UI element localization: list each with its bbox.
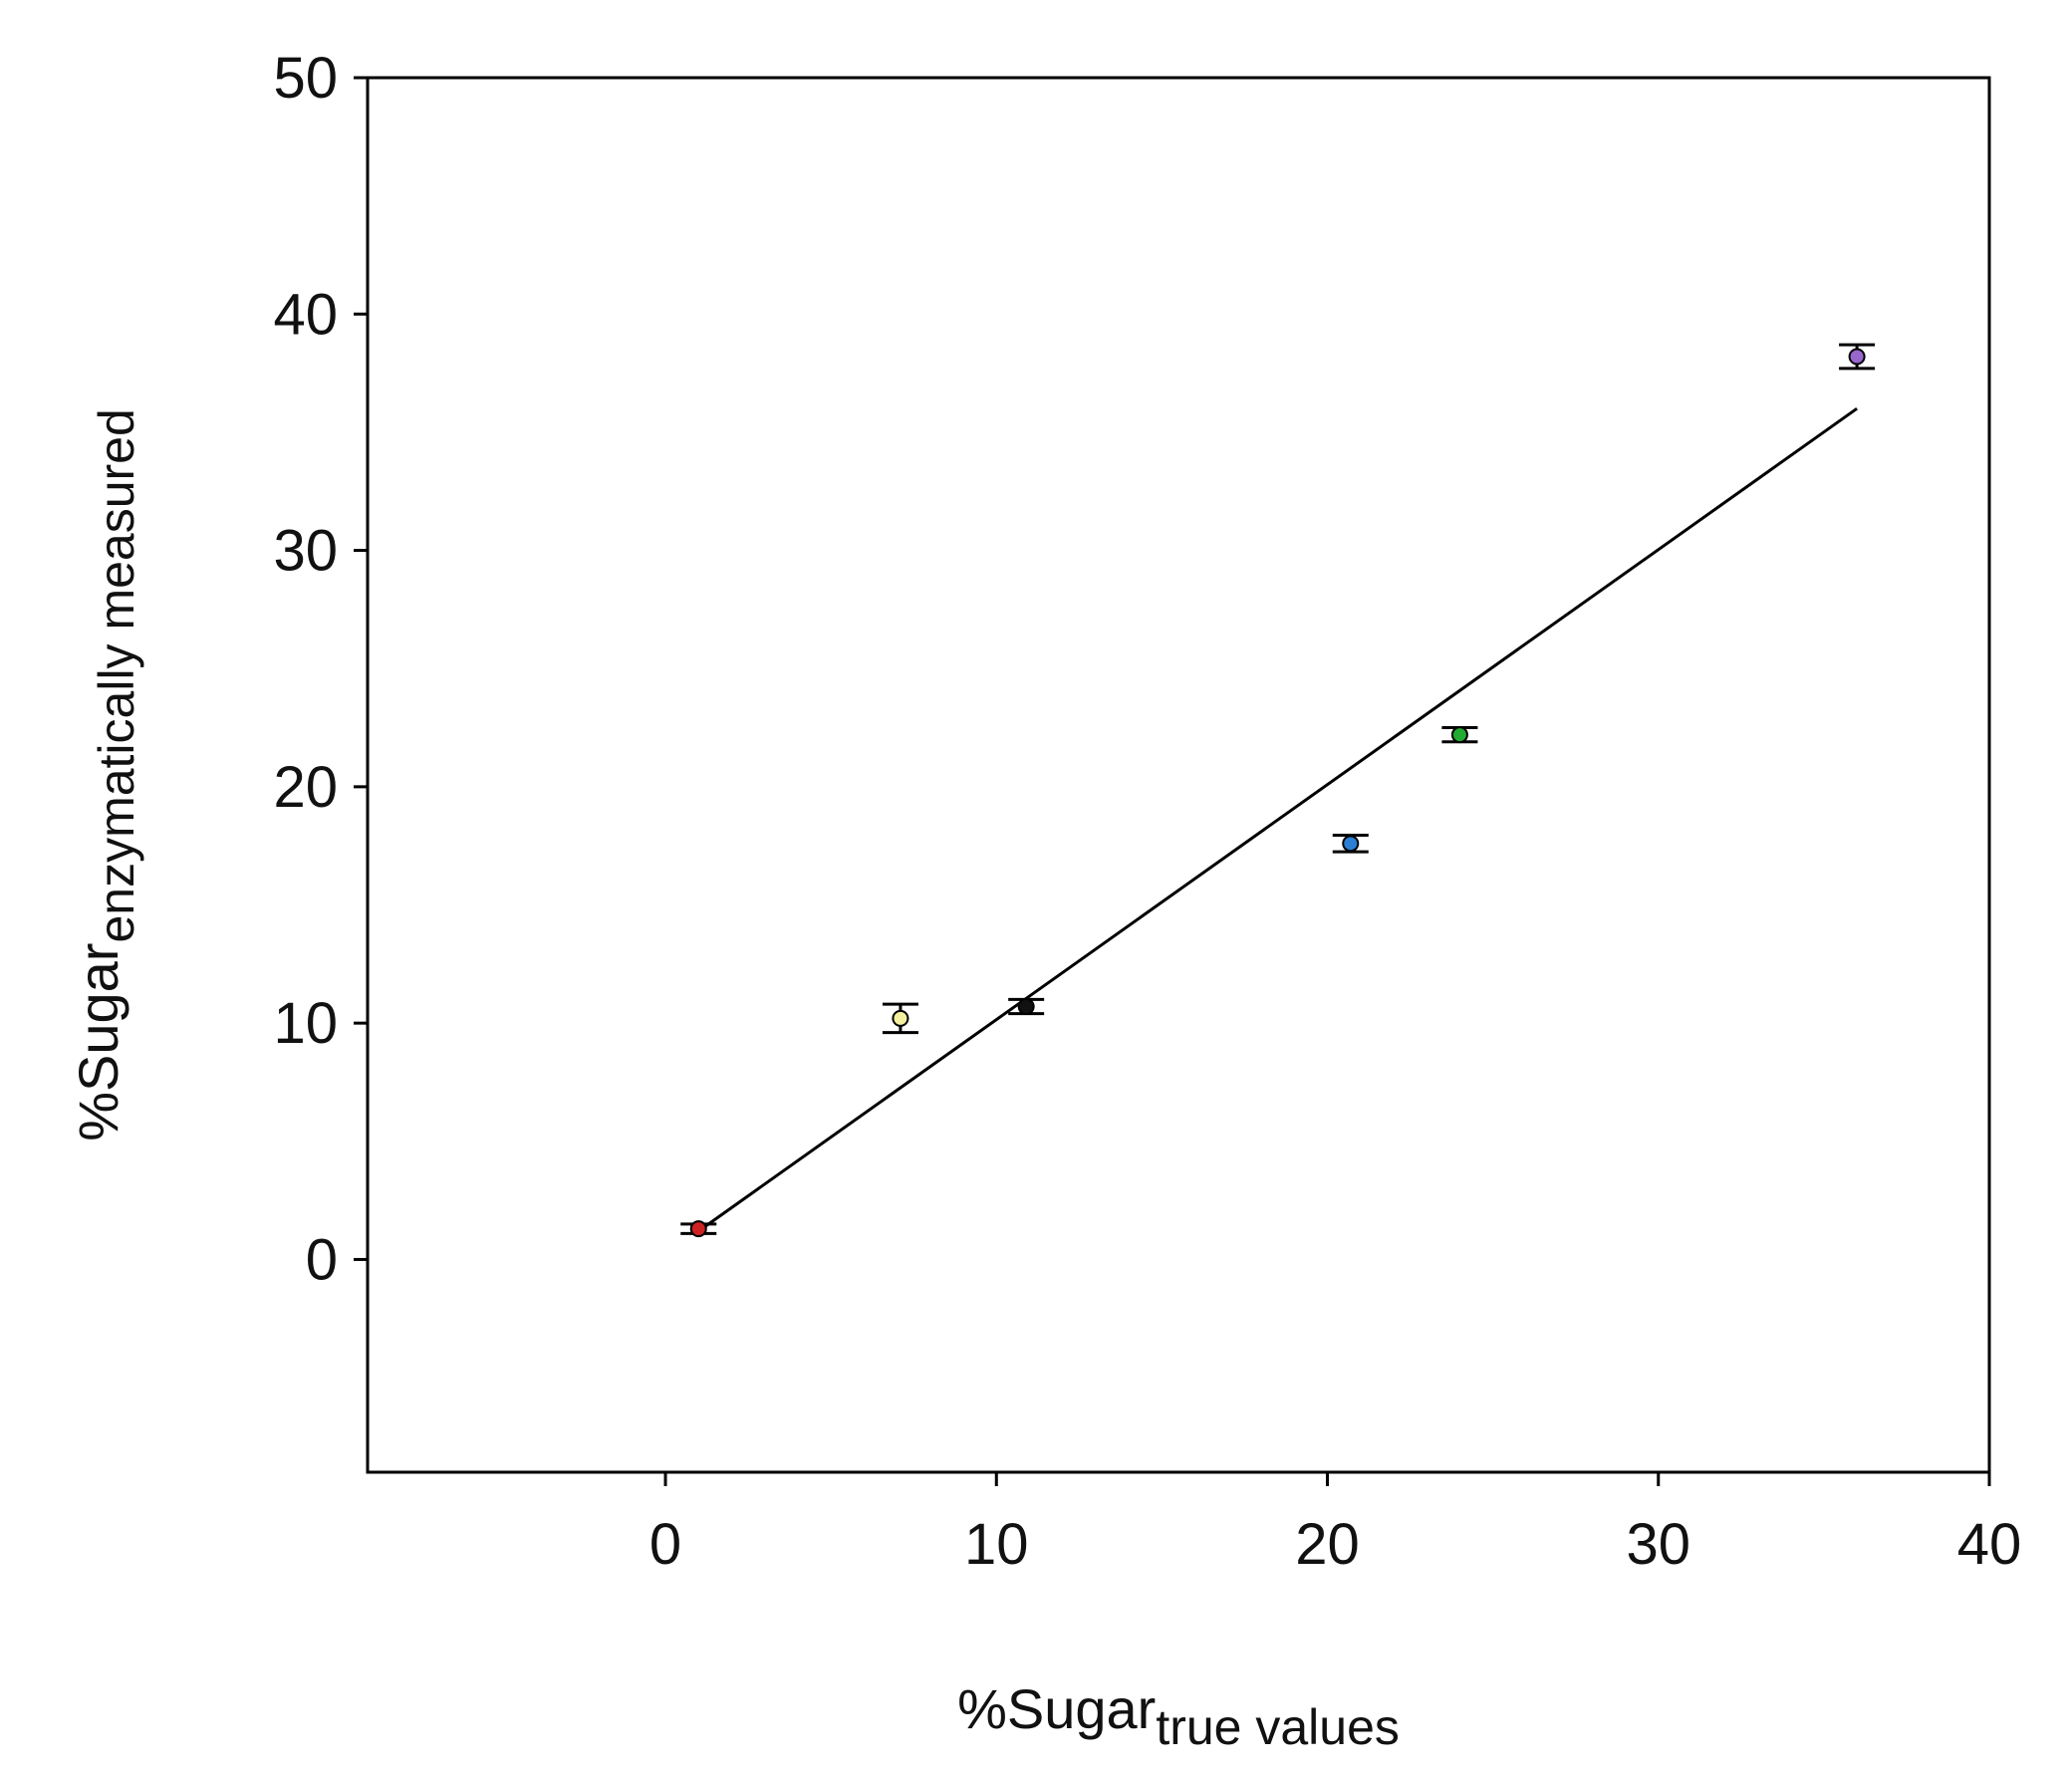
x-tick-label: 20 [1295,1512,1360,1577]
regression-line [697,406,1858,1233]
data-marker [1017,998,1035,1016]
x-axis-title: %Sugartrue values [957,1677,1400,1755]
data-marker [1848,348,1866,366]
x-tick-label: 40 [1957,1512,2022,1577]
data-point [680,1220,717,1238]
data-point [1332,834,1369,854]
data-marker [1342,835,1360,853]
x-tick-label: 0 [649,1512,681,1577]
data-marker [892,1009,909,1027]
data-point [1008,997,1045,1016]
y-axis-title-main: %Sugar [67,943,130,1142]
y-tick-label: 50 [273,46,338,111]
data-points [680,343,1876,1238]
x-tick-label: 10 [964,1512,1029,1577]
y-tick-label: 0 [306,1227,338,1292]
data-point [882,1002,918,1035]
y-axis-ticks: 0 10 20 30 40 50 [273,46,368,1292]
x-axis-title-subscript: true values [1156,1699,1400,1755]
y-tick-label: 10 [273,991,338,1056]
regression-line-group [697,406,1858,1233]
x-axis-title-main: %Sugar [957,1677,1156,1740]
data-marker [1450,726,1468,744]
y-tick-label: 30 [273,519,338,584]
y-axis-title: %Sugarenzymatically measured [67,408,144,1142]
data-marker [689,1220,707,1238]
data-point [1839,343,1876,371]
plot-frame [366,76,1991,1474]
y-tick-label: 20 [273,755,338,820]
x-tick-label: 30 [1626,1512,1690,1577]
y-axis-title-subscript: enzymatically measured [89,408,144,942]
data-point [1441,726,1478,744]
x-axis-ticks: 0 10 20 30 40 [649,1472,2021,1577]
y-tick-label: 40 [273,282,338,347]
